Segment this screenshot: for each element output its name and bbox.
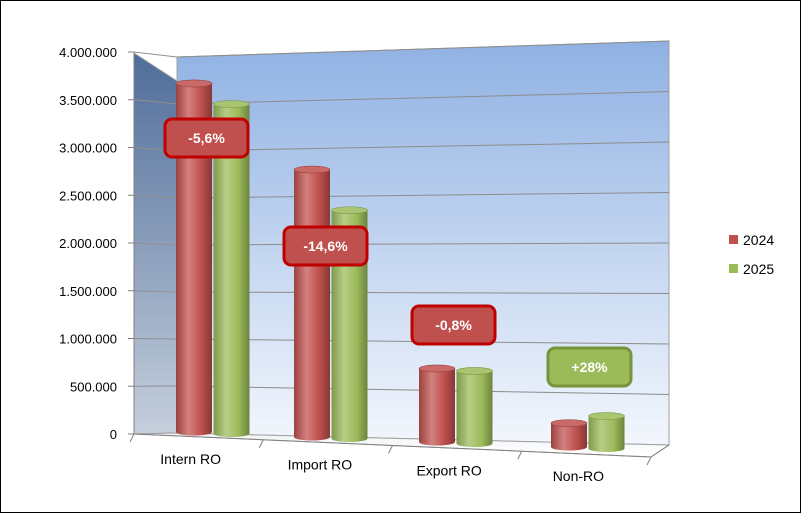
x-tick-mark <box>259 440 263 448</box>
x-tick-mark <box>647 457 651 465</box>
x-category-label-intern-ro: Intern RO <box>160 451 221 467</box>
y-tick-label: 2.500.000 <box>59 188 117 203</box>
bar-2025-non-ro <box>589 413 625 452</box>
annotation-intern-ro: -5,6% <box>165 119 248 157</box>
legend-swatch <box>729 264 738 273</box>
annotation-import-ro: -14,6% <box>284 227 367 265</box>
y-tick-label: 500.000 <box>70 379 117 394</box>
x-category-label-non-ro: Non-RO <box>553 468 604 484</box>
bar-2024-non-ro <box>551 420 587 451</box>
legend-item-2025: 2025 <box>729 261 774 277</box>
y-tick-label: 3.500.000 <box>59 93 117 108</box>
y-tick-label: 3.000.000 <box>59 141 117 156</box>
x-tick-mark <box>389 446 393 454</box>
bar-top <box>589 413 625 420</box>
annotation-text: -5,6% <box>188 130 225 146</box>
x-category-label-import-ro: Import RO <box>288 457 353 473</box>
bar-2025-export-ro <box>457 367 493 447</box>
bar-top <box>176 80 212 87</box>
bar-top <box>332 207 368 214</box>
bar-body <box>551 423 587 450</box>
bar-top <box>214 101 250 108</box>
x-tick-mark <box>518 451 522 459</box>
annotation-export-ro: -0,8% <box>412 306 495 344</box>
gridline-side <box>134 339 177 340</box>
annotation-text: +28% <box>571 359 608 375</box>
annotation-text: -0,8% <box>435 317 472 333</box>
legend-label: 2024 <box>743 232 774 248</box>
x-tick-mark <box>130 434 134 442</box>
bar-top <box>294 166 330 173</box>
bar-body <box>589 416 625 452</box>
x-category-label-export-ro: Export RO <box>416 462 481 478</box>
gridline-side <box>134 52 177 57</box>
bar-top <box>419 365 455 372</box>
bar-body <box>419 368 455 445</box>
bar-top <box>551 420 587 427</box>
y-tick-label: 1.500.000 <box>59 284 117 299</box>
y-tick-label: 1.000.000 <box>59 332 117 347</box>
bar-body <box>294 170 330 441</box>
bar-top <box>457 367 493 374</box>
bar-2024-import-ro <box>294 166 330 440</box>
bar-2024-export-ro <box>419 365 455 446</box>
legend-label: 2025 <box>743 261 774 277</box>
bar-body <box>457 371 493 447</box>
y-tick-label: 4.000.000 <box>59 45 117 60</box>
annotation-text: -14,6% <box>303 238 348 254</box>
legend-swatch <box>729 235 738 244</box>
y-tick-label: 2.000.000 <box>59 236 117 251</box>
annotation-non-ro: +28% <box>548 348 631 386</box>
y-tick-label: 0 <box>110 427 117 442</box>
legend-item-2024: 2024 <box>729 232 774 248</box>
y-axis: 0 500.000 1.000.000 1.500.000 2.000.000 2.500… <box>59 45 134 442</box>
legend: 2024 2025 <box>729 232 774 277</box>
